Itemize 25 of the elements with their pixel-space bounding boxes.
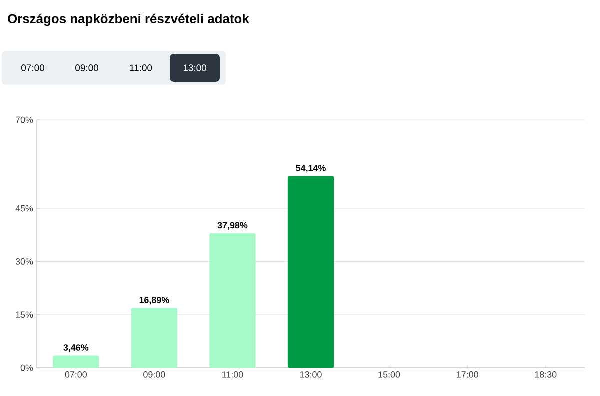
text: 07:00 <box>22 64 44 72</box>
y-tick-label: 30% <box>16 258 34 265</box>
bar <box>131 308 178 368</box>
x-tick-label: 18:30 <box>535 372 557 378</box>
data-label: 16,89% <box>140 296 170 305</box>
bar <box>210 233 256 368</box>
x-tick-label: 11:00 <box>222 372 244 378</box>
x-tick-label: 07:00 <box>65 372 88 378</box>
x-tick-label: 09:00 <box>144 372 166 378</box>
data-label: 3,46% <box>64 344 89 352</box>
chart-title: Országos napközbeni részvételi adatok <box>8 14 250 26</box>
y-tick-label: 70% <box>16 116 34 124</box>
text: 09:00 <box>76 64 98 72</box>
data-label: 54,14% <box>296 165 326 173</box>
text: 11:00 <box>130 64 152 72</box>
y-tick-label: 0% <box>20 364 34 372</box>
x-tick-label: 15:00 <box>378 372 400 378</box>
x-tick-label: 13:00 <box>300 372 322 378</box>
text: 13:00 <box>184 64 206 72</box>
y-tick-label: 45% <box>16 205 34 212</box>
data-label: 37,98% <box>218 222 248 230</box>
y-tick-label: 15% <box>16 312 34 318</box>
bar <box>53 356 100 368</box>
bar <box>288 176 334 368</box>
x-tick-label: 17:00 <box>457 372 478 378</box>
